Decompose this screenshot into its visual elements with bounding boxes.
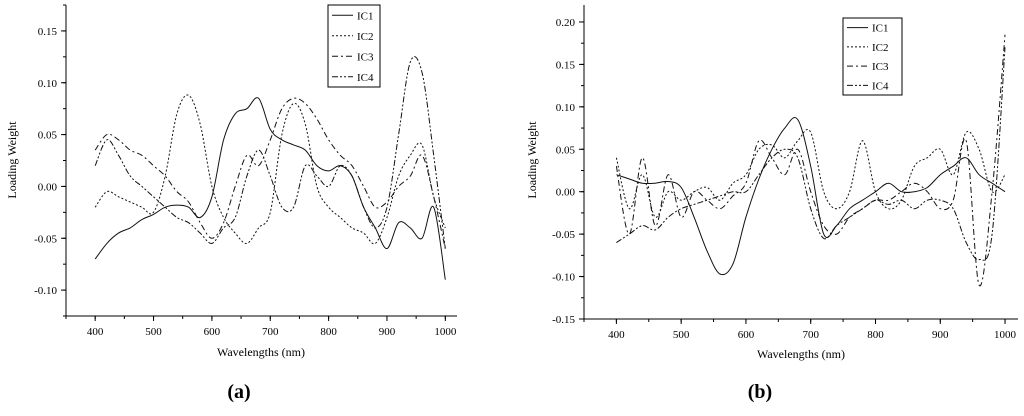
legend: IC1 IC2 IC3 IC4 [327, 4, 381, 88]
legend-label-ic1: IC1 [872, 23, 889, 35]
y-tick-label: -0.10 [552, 272, 575, 284]
x-tick-label: 500 [673, 329, 690, 341]
y-axis-label: Loading Weight [5, 121, 19, 199]
y-tick-label: 0.15 [38, 26, 58, 38]
x-tick-label: 900 [932, 329, 949, 341]
series-line-ic1 [94, 97, 446, 280]
y-tick-label: 0.00 [556, 187, 576, 199]
legend-label-ic3: IC3 [872, 61, 889, 73]
x-tick-label: 500 [145, 326, 162, 338]
x-tick-label: 700 [802, 329, 819, 341]
legend-label-ic4: IC4 [357, 72, 374, 84]
y-tick-label: -0.15 [552, 314, 575, 326]
x-axis-label: Wavelengths (nm) [757, 347, 845, 361]
legend-label-ic4: IC4 [872, 80, 889, 92]
legend-label-ic1: IC1 [357, 10, 374, 22]
x-tick-label: 700 [262, 326, 279, 338]
series-line-ic3 [94, 97, 446, 249]
series-line-ic2 [615, 128, 1006, 218]
legend: IC1 IC2 IC3 IC4 [842, 17, 903, 96]
series-line-ic4 [616, 47, 1006, 261]
panel-label: (b) [748, 381, 772, 403]
x-tick-label: 900 [379, 326, 396, 338]
y-tick-label: 0.20 [556, 17, 576, 29]
x-tick-label: 400 [87, 326, 104, 338]
y-tick-label: 0.10 [556, 102, 576, 114]
x-tick-label: 1000 [434, 326, 457, 338]
y-tick-label: 0.10 [38, 78, 58, 90]
chart-panel-1: 400 500 600 700 800 900 1000 -0.10 -0.05 0.00 0.05… [5, 4, 457, 403]
x-tick-label: 800 [320, 326, 337, 338]
legend-box [842, 17, 903, 96]
panel-label: (a) [227, 381, 250, 403]
legend-label-ic2: IC2 [872, 42, 889, 54]
y-tick-label: 0.05 [556, 144, 576, 156]
legend-label-ic3: IC3 [357, 51, 374, 63]
y-tick-label: 0.00 [38, 181, 58, 193]
legend-label-ic2: IC2 [357, 31, 374, 43]
x-tick-label: 600 [738, 329, 755, 341]
y-tick-label: 0.05 [38, 130, 58, 142]
x-tick-label: 800 [867, 329, 884, 341]
x-tick-label: 600 [204, 326, 221, 338]
x-axis-label: Wavelengths (nm) [217, 345, 305, 359]
y-axis-label: Loading Weight [525, 121, 539, 199]
legend-box [327, 4, 381, 88]
series-line-ic4 [94, 56, 446, 249]
x-tick-label: 400 [608, 329, 625, 341]
series-line-ic2 [94, 94, 446, 245]
series-line-ic1 [616, 117, 1006, 276]
y-tick-label: -0.05 [34, 233, 57, 245]
y-tick-label: -0.10 [34, 285, 57, 297]
y-tick-label: 0.15 [556, 59, 576, 71]
series-line-ic3 [615, 34, 1006, 287]
y-tick-label: -0.05 [552, 229, 575, 241]
x-tick-label: 1000 [994, 329, 1017, 341]
chart-panel-2: 400 500 600 700 800 900 1000 -0.15 -0.10 -0.05 0.0… [525, 5, 1018, 403]
